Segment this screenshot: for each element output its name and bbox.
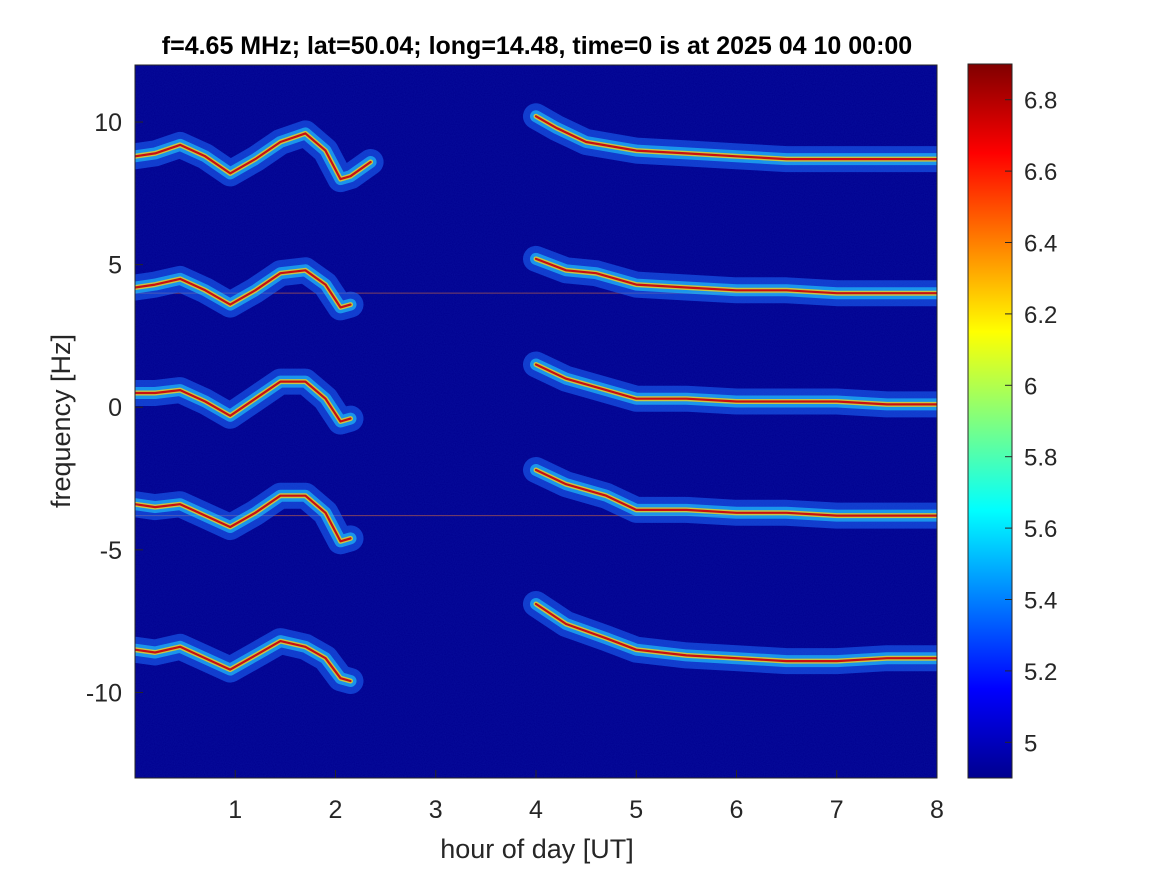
trace-core bbox=[534, 257, 937, 295]
x-tick-label: 2 bbox=[329, 796, 343, 824]
colorbar-tick-label: 6.6 bbox=[1024, 159, 1057, 186]
heatmap-traces bbox=[135, 103, 937, 694]
y-tick-label: 5 bbox=[108, 252, 122, 280]
x-axis-label: hour of day [UT] bbox=[440, 834, 634, 864]
y-axis-ticks: -10 -5 0 5 10 bbox=[86, 109, 143, 707]
trace-core bbox=[135, 380, 352, 423]
chart-title: f=4.65 MHz; lat=50.04; long=14.48, time=… bbox=[162, 32, 912, 60]
trace-core bbox=[534, 468, 937, 517]
x-tick-label: 7 bbox=[830, 796, 844, 824]
trace-core bbox=[135, 494, 352, 543]
colorbar-tick-label: 6.8 bbox=[1024, 88, 1057, 115]
x-axis-ticks: 1 2 3 4 5 6 7 8 bbox=[228, 770, 944, 824]
colorbar-ticks: 5 5.2 5.4 5.6 5.8 6 6.2 6.4 6.6 6.8 bbox=[1005, 88, 1057, 757]
trace-core bbox=[534, 602, 937, 663]
colorbar-tick-label: 5.2 bbox=[1024, 659, 1057, 686]
colorbar-tick-label: 5.4 bbox=[1024, 588, 1057, 615]
trace-core bbox=[135, 640, 352, 683]
y-tick-label: 0 bbox=[108, 394, 122, 422]
y-tick-label: 10 bbox=[94, 109, 122, 137]
trace-core bbox=[534, 363, 937, 406]
colorbar-gradient bbox=[967, 63, 1013, 779]
x-tick-label: 6 bbox=[730, 796, 744, 824]
x-tick-label: 5 bbox=[629, 796, 643, 824]
x-tick-label: 3 bbox=[429, 796, 443, 824]
x-tick-label: 4 bbox=[529, 796, 543, 824]
x-tick-label: 1 bbox=[228, 796, 242, 824]
trace-core bbox=[135, 269, 352, 309]
trace-core bbox=[135, 132, 372, 181]
x-tick-label: 8 bbox=[930, 796, 944, 824]
colorbar-tick-label: 6.4 bbox=[1024, 231, 1057, 258]
colorbar-tick-label: 6 bbox=[1024, 373, 1037, 400]
colorbar-tick-label: 5.8 bbox=[1024, 445, 1057, 472]
y-axis-label: frequency [Hz] bbox=[46, 334, 76, 508]
colorbar-tick-label: 6.2 bbox=[1024, 302, 1057, 329]
colorbar-tick-label: 5.6 bbox=[1024, 516, 1057, 543]
plot-area bbox=[134, 64, 938, 779]
colorbar-tick-label: 5 bbox=[1024, 730, 1037, 757]
trace-core bbox=[534, 115, 937, 161]
colorbar: 5 5.2 5.4 5.6 5.8 6 6.2 6.4 6.6 6.8 bbox=[967, 63, 1057, 779]
y-tick-label: -10 bbox=[86, 679, 122, 707]
y-tick-label: -5 bbox=[100, 537, 122, 565]
